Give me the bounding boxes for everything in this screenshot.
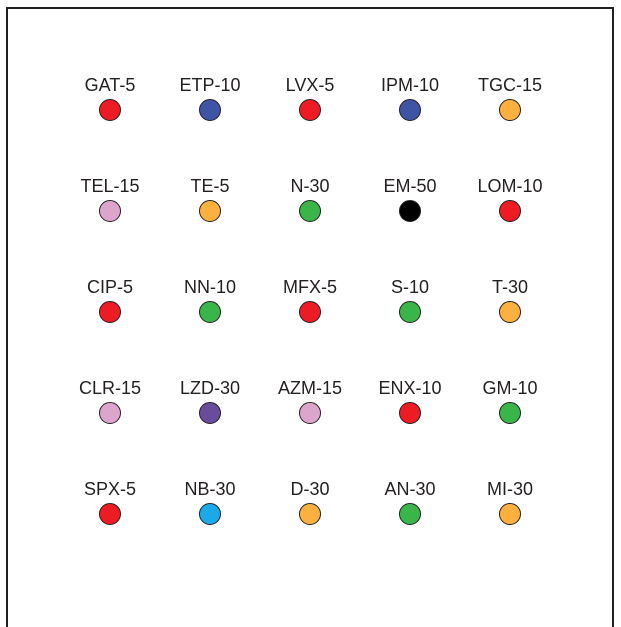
disc-dot <box>299 402 321 424</box>
disc-label: LOM-10 <box>477 176 543 196</box>
disc-dot <box>299 301 321 323</box>
disc-dot <box>499 301 521 323</box>
disc-cell: T-30 <box>460 277 560 378</box>
disc-cell: NN-10 <box>160 277 260 378</box>
disc-label: TE-5 <box>190 176 230 196</box>
disc-label: GM-10 <box>482 378 538 398</box>
disc-label: AZM-15 <box>277 378 342 398</box>
disc-cell: CLR-15 <box>60 378 160 479</box>
disc-cell: D-30 <box>260 479 360 580</box>
disc-label: ETP-10 <box>179 75 241 95</box>
disc-label: N-30 <box>290 176 330 196</box>
disc-cell: CIP-5 <box>60 277 160 378</box>
disc-cell: MFX-5 <box>260 277 360 378</box>
disc-cell: TE-5 <box>160 176 260 277</box>
disc-cell: LVX-5 <box>260 75 360 176</box>
disc-cell: TEL-15 <box>60 176 160 277</box>
disc-dot <box>399 301 421 323</box>
disc-cell: LOM-10 <box>460 176 560 277</box>
disc-label: S-10 <box>390 277 430 297</box>
disc-label: LZD-30 <box>179 378 241 398</box>
disc-cell: GAT-5 <box>60 75 160 176</box>
disc-label: TEL-15 <box>80 176 140 196</box>
disc-label: GAT-5 <box>84 75 136 95</box>
disc-cell: MI-30 <box>460 479 560 580</box>
disc-cell: TGC-15 <box>460 75 560 176</box>
disc-dot <box>399 200 421 222</box>
disc-label: D-30 <box>290 479 330 499</box>
disc-dot <box>199 402 221 424</box>
disc-dot <box>499 99 521 121</box>
disc-dot <box>99 301 121 323</box>
disc-dot <box>399 402 421 424</box>
disc-cell: ETP-10 <box>160 75 260 176</box>
disc-label: TGC-15 <box>477 75 542 95</box>
disc-label: IPM-10 <box>380 75 440 95</box>
disc-cell: ENX-10 <box>360 378 460 479</box>
disc-dot <box>299 200 321 222</box>
disc-label: MI-30 <box>486 479 533 499</box>
disc-cell: EM-50 <box>360 176 460 277</box>
disc-dot <box>499 503 521 525</box>
disc-label: CIP-5 <box>86 277 133 297</box>
disc-label: T-30 <box>491 277 529 297</box>
disc-grid: GAT-5 ETP-10 LVX-5 IPM-10 TGC-15 TEL-15 TE-5 N-… <box>60 75 560 580</box>
disc-label: AN-30 <box>384 479 436 499</box>
disc-cell: S-10 <box>360 277 460 378</box>
disc-cell: N-30 <box>260 176 360 277</box>
disc-cell: NB-30 <box>160 479 260 580</box>
disc-dot <box>99 99 121 121</box>
disc-dot <box>399 99 421 121</box>
disc-dot <box>499 402 521 424</box>
disc-label: ENX-10 <box>378 378 442 398</box>
disc-dot <box>199 99 221 121</box>
disc-cell: AN-30 <box>360 479 460 580</box>
disc-dot <box>499 200 521 222</box>
disc-cell: LZD-30 <box>160 378 260 479</box>
disc-dot <box>99 200 121 222</box>
disc-dot <box>99 503 121 525</box>
disc-cell: GM-10 <box>460 378 560 479</box>
disc-cell: SPX-5 <box>60 479 160 580</box>
disc-label: NN-10 <box>183 277 236 297</box>
disc-dot <box>99 402 121 424</box>
disc-label: LVX-5 <box>285 75 335 95</box>
disc-label: CLR-15 <box>78 378 142 398</box>
disc-dot <box>199 503 221 525</box>
disc-label: EM-50 <box>383 176 437 196</box>
disc-label: SPX-5 <box>83 479 137 499</box>
disc-dot <box>299 503 321 525</box>
disc-dot <box>299 99 321 121</box>
disc-label: NB-30 <box>184 479 236 499</box>
disc-dot <box>399 503 421 525</box>
disc-cell: AZM-15 <box>260 378 360 479</box>
disc-dot <box>199 200 221 222</box>
disc-label: MFX-5 <box>283 277 337 297</box>
disc-dot <box>199 301 221 323</box>
plate-frame <box>6 7 614 627</box>
disc-cell: IPM-10 <box>360 75 460 176</box>
